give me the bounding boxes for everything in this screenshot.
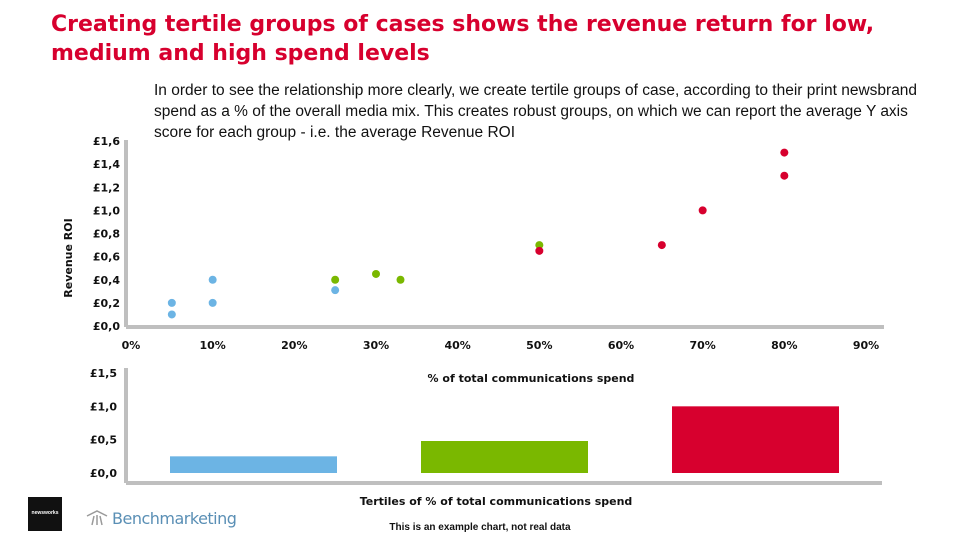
bar-y-ticks: £0,0 £0,5 £1,0 £1,5 — [90, 367, 117, 480]
tertile-bar — [421, 441, 588, 473]
scatter-y-tick-label: £1,0 — [93, 204, 120, 217]
scatter-x-tick-label: 40% — [444, 339, 470, 352]
bar-y-tick-label: £1,5 — [90, 367, 117, 380]
scatter-y-tick-label: £1,2 — [93, 181, 120, 194]
scatter-y-tick-label: £1,4 — [93, 158, 120, 171]
benchmarketing-logo-text: Benchmarketing — [112, 508, 237, 528]
bar-rects — [170, 406, 839, 473]
bar-y-tick-label: £0,5 — [90, 434, 117, 447]
scatter-point — [208, 275, 217, 284]
scatter-point — [535, 241, 544, 250]
scatter-x-axis-label: % of total communications spend — [428, 372, 635, 385]
scatter-points — [167, 148, 789, 319]
scatter-point — [372, 269, 380, 278]
scatter-y-tick-label: £0,6 — [93, 251, 120, 264]
bar-y-tick-label: £0,0 — [90, 467, 117, 480]
scatter-point — [780, 171, 789, 180]
newsworks-logo-text: newsworks — [31, 510, 59, 516]
scatter-point — [535, 246, 544, 255]
scatter-x-tick-label: 30% — [363, 339, 389, 352]
scatter-point — [396, 275, 405, 284]
scatter-x-tick-label: 70% — [689, 339, 715, 352]
benchmarketing-people-icon — [86, 510, 108, 526]
bar-x-axis-label: Tertiles of % of total communications sp… — [360, 495, 633, 508]
benchmarketing-logo: Benchmarketing — [86, 506, 237, 530]
scatter-chart: £0,0 £0,2 £0,4 £0,6 £0,8 £1,0 £1,2 £1,4 £1,6 0% 1… — [62, 135, 884, 385]
scatter-x-tick-label: 20% — [281, 339, 307, 352]
scatter-x-tick-label: 80% — [771, 339, 797, 352]
bar-y-tick-label: £1,0 — [90, 400, 117, 413]
scatter-point — [167, 310, 176, 319]
scatter-point — [657, 241, 666, 250]
scatter-x-tick-label: 50% — [526, 339, 552, 352]
newsworks-logo: newsworks — [28, 497, 62, 531]
scatter-point — [780, 148, 789, 157]
scatter-x-tick-label: 0% — [122, 339, 141, 352]
scatter-y-tick-label: £0,8 — [93, 228, 120, 241]
tertile-bar — [170, 456, 337, 473]
scatter-point — [331, 275, 340, 284]
scatter-point — [698, 206, 707, 215]
tertile-bar — [672, 406, 839, 473]
scatter-y-tick-label: £0,2 — [93, 297, 120, 310]
scatter-y-tick-label: £0,4 — [93, 274, 120, 287]
slide-title: Creating tertile groups of cases shows t… — [51, 12, 875, 66]
scatter-y-axis-label: Revenue ROI — [62, 218, 75, 297]
scatter-x-tick-label: 10% — [199, 339, 225, 352]
scatter-x-tick-label: 60% — [608, 339, 634, 352]
scatter-point — [167, 298, 176, 307]
scatter-point — [208, 298, 217, 307]
scatter-y-tick-label: £1,6 — [93, 135, 120, 148]
scatter-x-tick-label: 90% — [853, 339, 879, 352]
scatter-y-ticks: £0,0 £0,2 £0,4 £0,6 £0,8 £1,0 £1,2 £1,4 £1,6 — [93, 135, 120, 333]
scatter-y-tick-label: £0,0 — [93, 320, 120, 333]
scatter-point — [331, 286, 340, 295]
footnote: This is an example chart, not real data — [389, 522, 571, 533]
scatter-x-ticks: 0% 10% 20% 30% 40% 50% 60% 70% 80% 90% — [122, 339, 880, 352]
newsworks-n-mark — [34, 501, 56, 527]
intro-paragraph: In order to see the relationship more cl… — [154, 82, 918, 141]
